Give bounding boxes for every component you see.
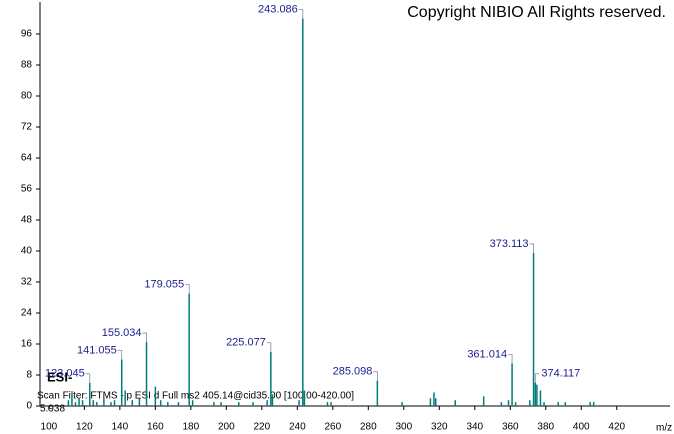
x-tick-label: 180 [183,422,200,433]
x-tick-label: 340 [466,422,483,433]
label-bracket [298,9,304,19]
x-tick-label: 120 [76,422,93,433]
y-tick-label: 8 [26,370,32,381]
y-tick-label: 56 [21,184,33,195]
y-tick-label: 40 [21,246,33,257]
peak-label: 155.034 [102,327,142,339]
x-tick-label: 220 [253,422,270,433]
peak-label: 373.113 [490,238,529,250]
label-bracket [85,373,91,383]
chart-title: Copyright NIBIO All Rights reserved. [407,4,666,21]
x-axis-label: m/z [656,423,672,434]
y-tick-label: 80 [21,91,33,102]
label-bracket [534,373,540,383]
peak-label: 141.055 [77,344,117,356]
x-tick-label: 280 [360,422,377,433]
peak-label: 243.086 [258,3,298,15]
x-tick-label: 300 [395,422,412,433]
scan-filter: Scan Filter: FTMS - p ESI d Full ms2 405… [37,391,354,402]
x-tick-label: 260 [324,422,341,433]
retention-time: 5.938 [40,404,65,415]
y-tick-label: 24 [21,308,33,319]
y-tick-label: 64 [21,153,33,164]
y-tick-label: 96 [21,29,33,40]
peak-label: 374.117 [541,368,580,380]
label-bracket [142,332,147,343]
x-tick-label: 420 [608,422,625,433]
peak-label: 285.098 [333,366,373,378]
y-tick-label: 88 [21,60,33,71]
y-tick-label: 72 [21,122,33,133]
y-tick-label: 32 [21,277,33,288]
x-tick-label: 360 [502,422,519,433]
peak-label: 361.014 [467,348,507,360]
label-bracket [185,284,190,294]
label-bracket [117,350,123,360]
x-tick-label: 240 [289,422,306,433]
y-tick-label: 48 [21,215,33,226]
x-tick-label: 200 [218,422,235,433]
y-tick-label: 0 [26,401,32,412]
x-tick-label: 100 [41,422,58,433]
peak-label: 179.055 [144,279,184,291]
ionization: ESI- [47,369,72,384]
x-tick-label: 160 [147,422,164,433]
x-tick-label: 380 [537,422,554,433]
label-bracket [529,243,534,253]
y-tick-label: 16 [21,339,33,350]
label-bracket [508,353,513,364]
label-bracket [373,371,378,381]
peak-label: 123.045 [45,368,85,380]
peak-label: 225.077 [226,337,266,349]
x-tick-label: 400 [573,422,590,433]
label-bracket [266,342,272,352]
x-tick-label: 140 [112,422,129,433]
x-tick-label: 320 [431,422,448,433]
